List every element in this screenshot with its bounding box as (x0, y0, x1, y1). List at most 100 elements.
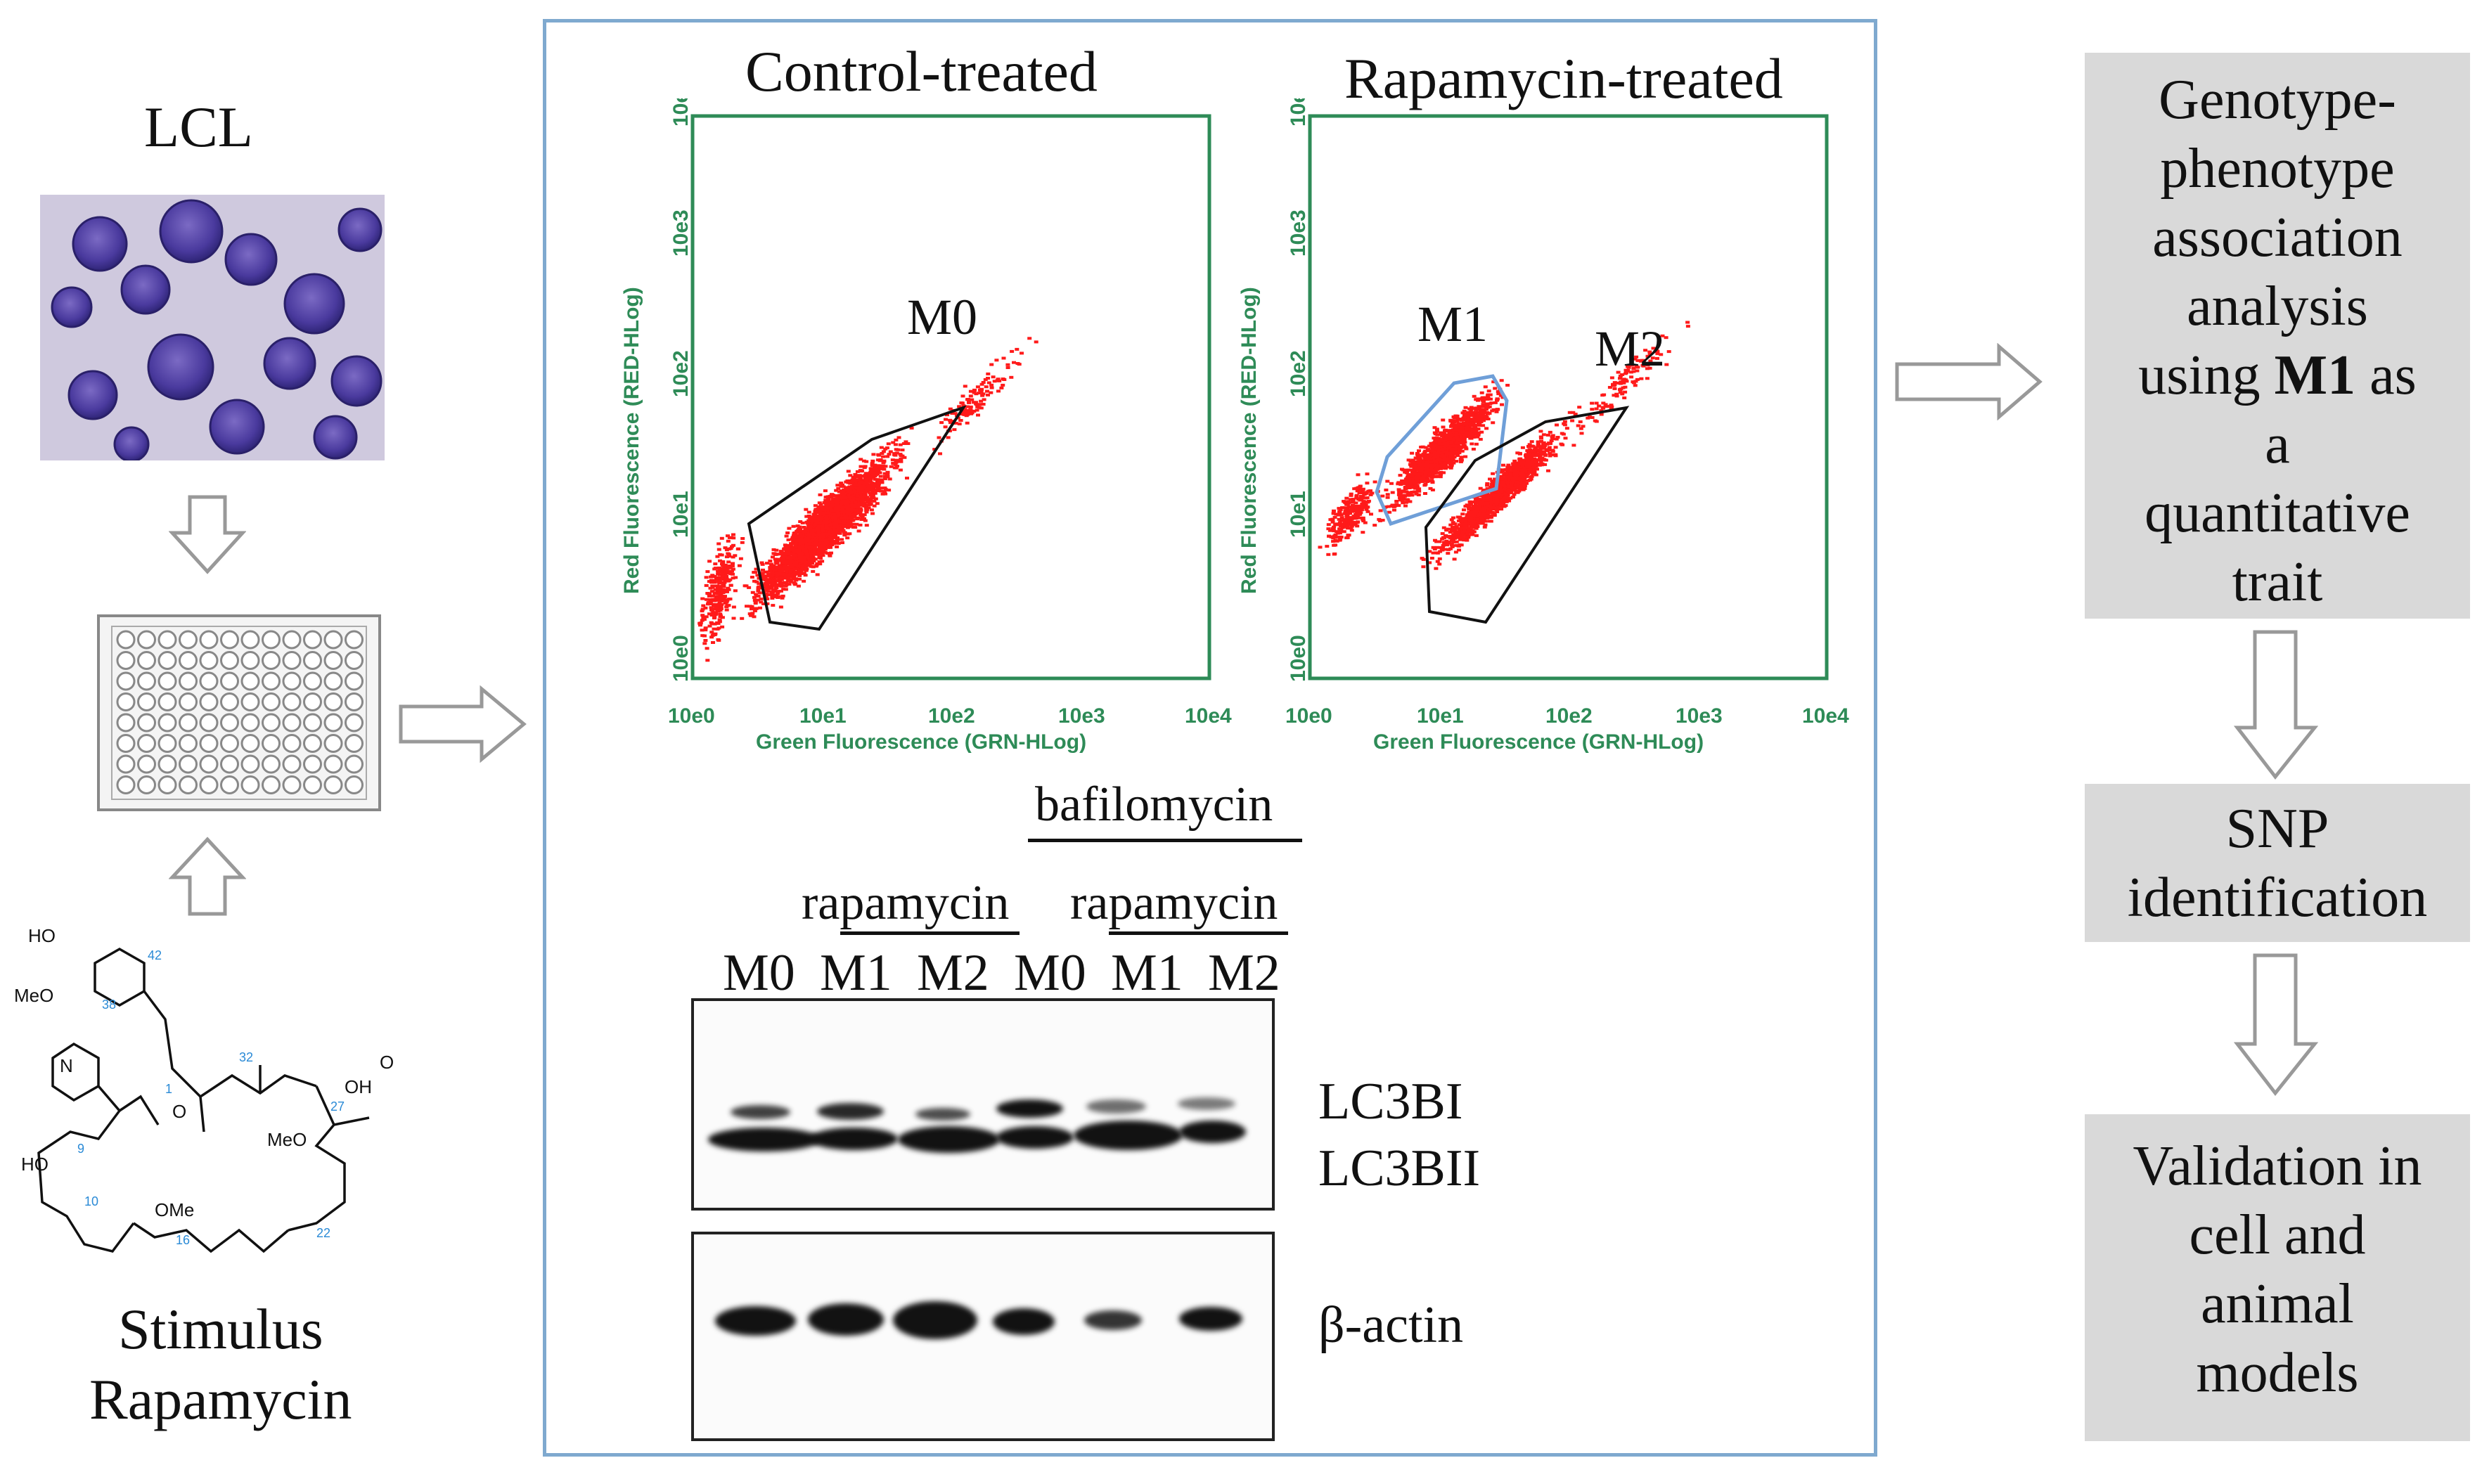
bafilomycin-underline (1028, 839, 1302, 842)
svg-text:22: 22 (316, 1226, 330, 1240)
svg-text:O: O (380, 1052, 394, 1073)
arrow-right-icon (399, 685, 527, 763)
svg-text:27: 27 (330, 1099, 345, 1114)
bafilomycin-label: bafilomycin (1035, 778, 1273, 832)
svg-text:HO: HO (28, 925, 56, 946)
svg-text:42: 42 (148, 948, 162, 962)
arrow-up-icon (169, 837, 246, 916)
lc3-blot (691, 998, 1275, 1211)
box-text: animal (2201, 1273, 2354, 1335)
svg-text:38: 38 (102, 998, 116, 1012)
actin-label: β-actin (1318, 1296, 1464, 1354)
x-tick: 10e2 (928, 704, 975, 728)
svg-text:OH: OH (345, 1076, 372, 1097)
box-text: a (2265, 413, 2290, 475)
rapamycin-label-1: rapamycin (802, 876, 1010, 930)
box-text: association (2152, 207, 2403, 269)
svg-text:9: 9 (77, 1142, 84, 1156)
association-analysis-box: Genotype- phenotype association analysis… (2085, 53, 2470, 619)
y-tick: 10e2 (1287, 350, 1310, 397)
gate-m2 (1424, 406, 1630, 624)
box-text: models (2196, 1342, 2359, 1404)
x-tick: 10e3 (1676, 704, 1723, 728)
x-ticks: 10e0 10e1 10e2 10e3 10e4 (1285, 704, 1849, 728)
y-tick: 10e0 (1287, 635, 1310, 682)
svg-text:MeO: MeO (14, 985, 53, 1006)
svg-text:16: 16 (176, 1233, 190, 1247)
lane-label: M1 (820, 944, 892, 1002)
flow-plot-rapamycin: M1 M2 10e0 10e1 10e2 10e3 10e4 10e0 10e1… (1237, 98, 1849, 754)
lane-label: M0 (723, 944, 795, 1002)
y-tick: 10e1 (1287, 491, 1310, 538)
lane-label: M0 (1014, 944, 1086, 1002)
y-axis-label: Red Fluorescence (RED-HLog) (1237, 287, 1261, 594)
svg-text:1: 1 (165, 1082, 172, 1096)
svg-text:HO: HO (21, 1154, 49, 1175)
gate-label-m1: M1 (1417, 296, 1488, 352)
snp-identification-box: SNP identification (2085, 784, 2470, 942)
box-text: phenotype (2160, 138, 2395, 200)
lane-label: M2 (1208, 944, 1280, 1002)
svg-text:N: N (60, 1055, 73, 1076)
arrow-down-icon (2234, 953, 2318, 1097)
box-text: trait (2232, 551, 2323, 613)
rapamycin-label: Rapamycin (89, 1367, 352, 1431)
gate-label-m0: M0 (907, 289, 977, 345)
y-tick: 10e1 (669, 491, 693, 538)
lc3bi-label: LC3BI (1318, 1073, 1463, 1130)
y-tick: 10e3 (1287, 209, 1310, 257)
x-tick: 10e3 (1058, 704, 1105, 728)
y-tick: 10e2 (669, 350, 693, 397)
stimulus-label: Stimulus (118, 1297, 323, 1361)
box-text: quantitative (2145, 482, 2410, 544)
lane-label: M2 (917, 944, 989, 1002)
box-text: analysis (2187, 276, 2368, 337)
box-text: Genotype- (2159, 69, 2396, 131)
x-tick: 10e1 (1417, 704, 1464, 728)
x-tick: 10e1 (799, 704, 847, 728)
validation-box: Validation in cell and animal models (2085, 1114, 2470, 1441)
svg-text:32: 32 (239, 1050, 253, 1064)
well-plate-icon (97, 614, 381, 811)
x-tick: 10e4 (1185, 704, 1232, 728)
svg-text:OMe: OMe (155, 1199, 194, 1220)
lane-labels: M0 M1 M2 M0 M1 M2 (723, 943, 1305, 1003)
x-axis-label: Green Fluorescence (GRN-HLog) (756, 730, 1086, 754)
box-text: using M1 as (2138, 344, 2417, 406)
box-text: Validation in (2133, 1135, 2422, 1197)
rapamycin-underline-2 (1109, 931, 1288, 935)
y-ticks: 10e0 10e1 10e2 10e3 10e4 (1287, 98, 1310, 682)
y-ticks: 10e0 10e1 10e2 10e3 10e4 (669, 98, 693, 682)
svg-text:O: O (172, 1101, 186, 1122)
rapamycin-underline-1 (840, 931, 1020, 935)
svg-text:MeO: MeO (267, 1129, 307, 1150)
rapamycin-label-2: rapamycin (1070, 876, 1278, 930)
x-axis-label: Green Fluorescence (GRN-HLog) (1373, 730, 1704, 754)
lcl-micrograph (40, 195, 385, 460)
arrow-right-icon (1895, 343, 2043, 420)
plot-title-rapamycin: Rapamycin-treated (1344, 46, 1783, 110)
y-tick: 10e4 (1287, 98, 1310, 127)
x-tick: 10e0 (668, 704, 715, 728)
box-text: cell and (2189, 1204, 2366, 1266)
plot-title-control: Control-treated (745, 39, 1098, 103)
lcl-label: LCL (144, 95, 253, 159)
lc3bii-label: LC3BII (1318, 1140, 1481, 1197)
box-text: identification (2127, 867, 2428, 929)
y-tick: 10e4 (669, 98, 693, 127)
x-tick: 10e0 (1285, 704, 1332, 728)
arrow-down-icon (2234, 630, 2318, 780)
svg-text:10: 10 (84, 1194, 98, 1208)
y-axis-label: Red Fluorescence (RED-HLog) (620, 287, 643, 594)
x-tick: 10e2 (1545, 704, 1593, 728)
gate-m0 (747, 405, 967, 631)
lane-label: M1 (1111, 944, 1183, 1002)
actin-blot (691, 1232, 1275, 1441)
gate-label-m2: M2 (1595, 321, 1665, 377)
arrow-down-icon (169, 495, 246, 574)
box-text: SNP (2225, 798, 2329, 860)
y-tick: 10e0 (669, 635, 693, 682)
flow-plot-control: M0 10e0 10e1 10e2 10e3 10e4 10e0 10e1 10… (620, 98, 1232, 754)
y-tick: 10e3 (669, 209, 693, 257)
